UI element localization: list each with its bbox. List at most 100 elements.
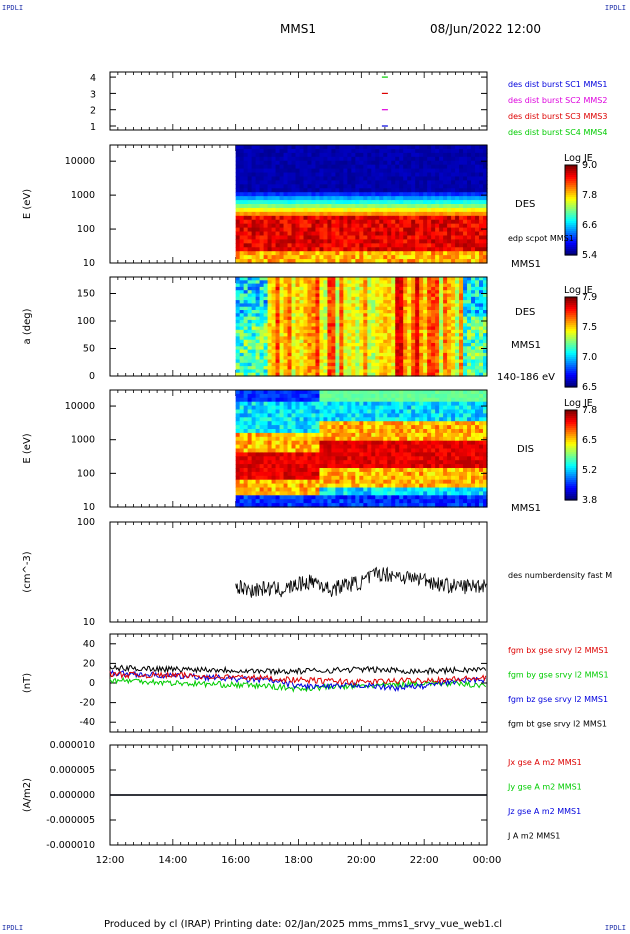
heatmap-cell <box>391 277 396 281</box>
heatmap-cell <box>271 487 277 492</box>
heatmap-cell <box>331 156 337 162</box>
heatmap-cell <box>259 432 265 438</box>
heatmap-cell <box>279 293 285 298</box>
heatmap-cell <box>347 200 352 205</box>
heatmap-cell <box>371 215 376 221</box>
heatmap-cell <box>415 180 420 185</box>
heatmap-cell <box>251 448 257 453</box>
heatmap-cell <box>375 333 380 337</box>
heatmap-cell <box>427 207 432 213</box>
heatmap-cell <box>247 176 253 181</box>
heatmap-cell <box>467 303 472 308</box>
heatmap-cell <box>279 176 285 181</box>
heatmap-cell <box>435 251 440 256</box>
heatmap-cell <box>279 487 285 492</box>
heatmap-cell <box>447 207 452 213</box>
heatmap-cell <box>475 346 480 351</box>
heatmap-cell <box>327 145 333 150</box>
heatmap-cell <box>463 280 468 285</box>
corner-label-top-right: IPDLI <box>604 4 626 12</box>
heatmap-cell <box>267 352 273 357</box>
heatmap-cell <box>279 409 285 414</box>
heatmap-cell <box>383 336 388 341</box>
heatmap-cell <box>443 251 448 256</box>
heatmap-cell <box>315 290 321 295</box>
colorbar-cell <box>565 357 577 360</box>
heatmap-cell <box>379 310 384 314</box>
heatmap-cell <box>359 200 364 205</box>
heatmap-cell <box>239 397 245 403</box>
colorbar-cell <box>565 239 577 242</box>
heatmap-cell <box>291 290 297 295</box>
heatmap-cell <box>375 346 380 351</box>
heatmap-cell <box>239 417 245 422</box>
heatmap-cell <box>335 280 340 285</box>
heatmap-cell <box>307 176 313 181</box>
heatmap-cell <box>319 148 325 154</box>
heatmap-cell <box>247 359 253 364</box>
colorbar-tick-label: 7.9 <box>582 292 597 303</box>
heatmap-cell <box>235 369 241 374</box>
heatmap-cell <box>347 290 352 295</box>
heatmap-cell <box>339 251 344 256</box>
heatmap-cell <box>307 503 313 508</box>
heatmap-cell <box>319 456 325 461</box>
heatmap-cell <box>259 326 265 331</box>
heatmap-cell <box>467 280 472 285</box>
heatmap-cell <box>279 168 285 174</box>
heatmap-cell <box>311 188 317 193</box>
heatmap-cell <box>363 184 368 189</box>
heatmap-cell <box>363 251 368 256</box>
heatmap-cell <box>423 326 428 331</box>
heatmap-cell <box>315 460 321 465</box>
heatmap-cell <box>283 306 289 311</box>
heatmap-cell <box>239 180 245 185</box>
heatmap-cell <box>435 231 440 237</box>
heatmap-cell <box>475 184 480 189</box>
heatmap-cell <box>267 432 273 438</box>
heatmap-cell <box>379 303 384 308</box>
heatmap-cell <box>319 156 325 162</box>
heatmap-cell <box>447 156 452 162</box>
heatmap-cell <box>287 235 293 240</box>
heatmap-cell <box>463 211 468 217</box>
heatmap-cell <box>299 227 305 233</box>
heatmap-cell <box>403 343 408 347</box>
heatmap-cell <box>459 356 464 361</box>
heatmap-cell <box>259 452 265 457</box>
heatmap-cell <box>275 487 281 492</box>
heatmap-cell <box>287 196 293 201</box>
heatmap-cell <box>395 303 400 308</box>
heatmap-cell <box>295 286 301 291</box>
heatmap-cell <box>303 145 309 150</box>
heatmap-cell <box>299 235 305 240</box>
heatmap-cell <box>351 211 356 217</box>
heatmap-cell <box>383 168 388 174</box>
heatmap-cell <box>419 164 424 170</box>
heatmap-cell <box>303 409 309 414</box>
heatmap-cell <box>239 243 245 248</box>
heatmap-cell <box>291 339 297 344</box>
colorbar-cell <box>565 167 577 170</box>
heatmap-cell <box>395 349 400 354</box>
heatmap-cell <box>399 255 404 260</box>
heatmap-cell <box>399 349 404 354</box>
heatmap-cell <box>443 319 448 324</box>
heatmap-cell <box>411 303 416 308</box>
heatmap-cell <box>267 349 273 354</box>
heatmap-cell <box>255 243 261 248</box>
heatmap-cell <box>347 333 352 337</box>
heatmap-cell <box>295 336 301 341</box>
heatmap-cell <box>331 336 337 341</box>
heatmap-cell <box>351 326 356 331</box>
heatmap-cell <box>239 372 245 377</box>
heatmap-cell <box>427 176 432 181</box>
heatmap-cell <box>375 296 380 301</box>
heatmap-cell <box>247 401 253 407</box>
heatmap-cell <box>391 280 396 285</box>
heatmap-cell <box>415 333 420 337</box>
heatmap-cell <box>283 223 289 229</box>
heatmap-cell <box>323 255 329 260</box>
heatmap-cell <box>459 339 464 344</box>
heatmap-cell <box>339 319 344 324</box>
